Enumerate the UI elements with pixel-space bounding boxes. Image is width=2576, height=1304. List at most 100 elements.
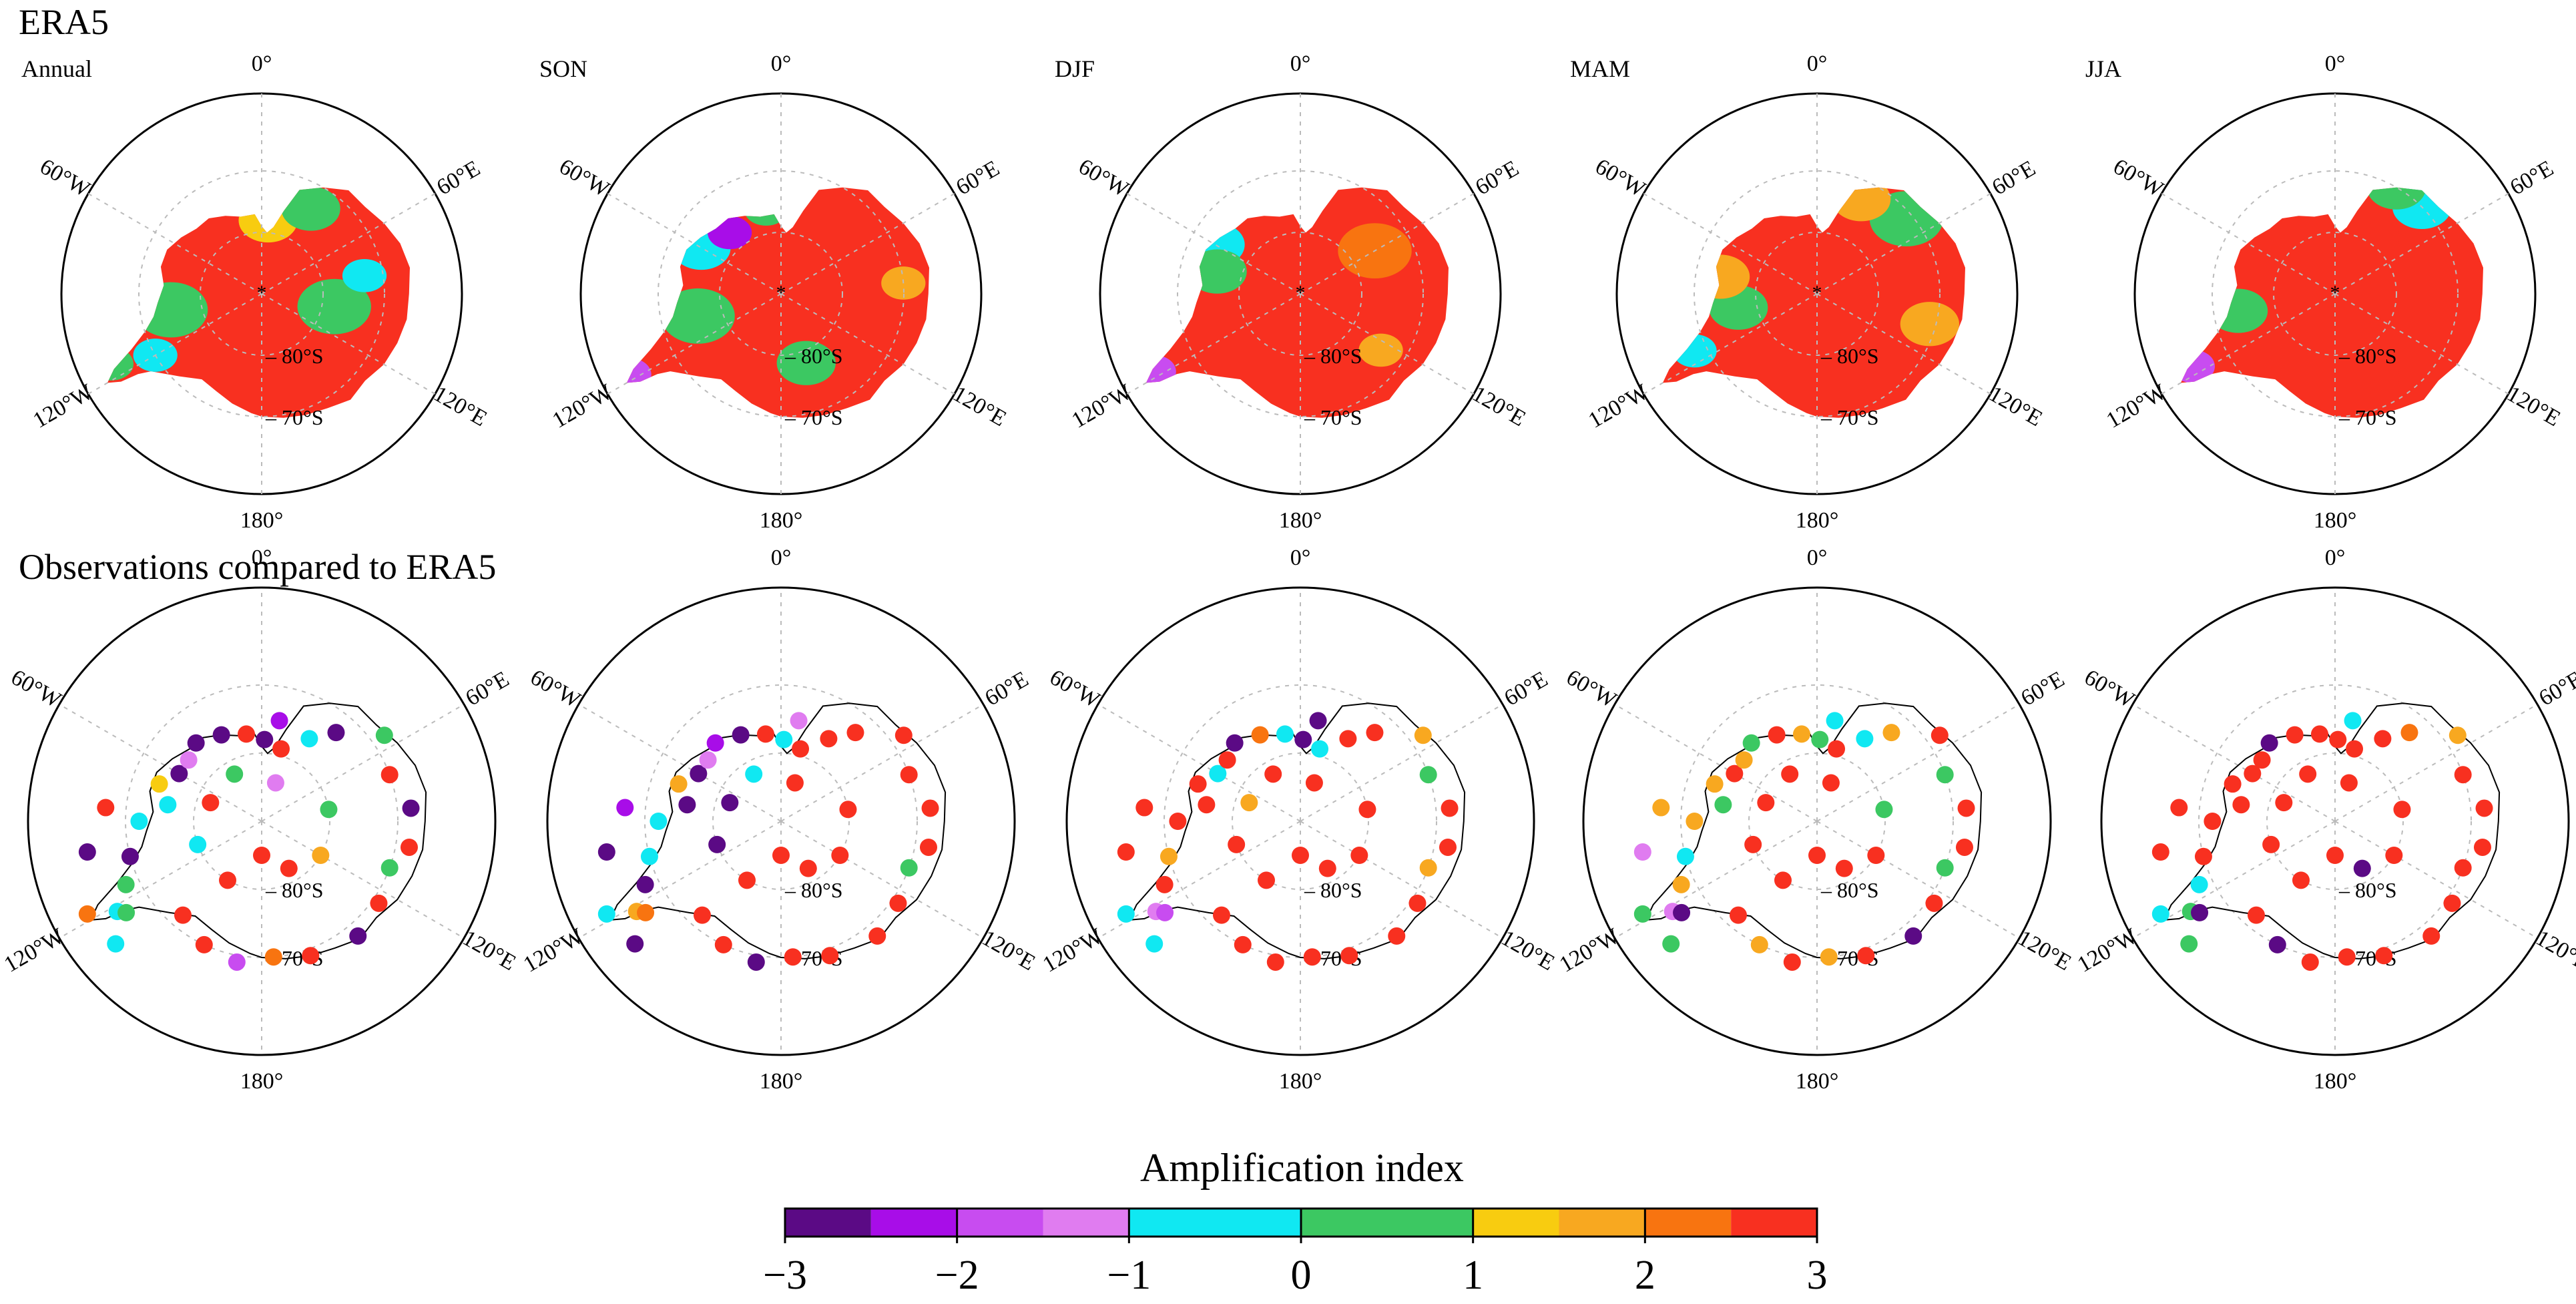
obs-son-station-dot [706,734,724,752]
obs-djf-station-dot [1294,730,1312,748]
obs-jja-station-dot [2375,947,2393,965]
obs-son-map-boundary [546,586,1016,1056]
season-label-djf: DJF [1055,55,1095,82]
obs-jja-lat-circle [2198,684,2472,958]
obs-son-station-dot [597,843,615,861]
era5-son-lat-circle [658,170,905,417]
obs-jja-station-dot [2400,724,2418,742]
obs-annual-station-dot [174,906,192,924]
obs-annual-station-dot [402,799,420,817]
era5-mam-continent-fill [1662,187,1965,418]
obs-annual-station-dot [380,766,399,784]
obs-annual-lon-label: 0° [252,546,272,570]
obs-annual-station-dot [150,775,168,793]
obs-djf-station-dot [1419,766,1437,784]
obs-mam-station-dot [1714,796,1732,814]
obs-son-station-dot [745,765,763,783]
obs-djf-station-dot [1117,905,1135,923]
obs-djf-station-dot [1228,835,1246,853]
obs-son-station-dot [792,740,810,758]
obs-annual-station-dot [264,948,282,966]
obs-djf-station-dot [1156,903,1174,921]
obs-djf-station-dot [1366,724,1384,742]
era5-annual-lat-circle [138,170,385,417]
obs-mam-station-dot [1936,859,1954,877]
era5-mam-lat-label: – 70°S [1820,405,1879,429]
obs-jja-station-dot [2191,903,2209,921]
obs-djf-station-dot [1305,774,1323,792]
obs-djf-station-dot [1419,859,1437,877]
obs-annual-station-dot [270,712,288,730]
obs-jja-station-dot [2326,847,2344,864]
obs-mam-station-dot [1882,724,1900,742]
colorbar-title: Amplification index [1140,1146,1464,1190]
obs-djf-lon-label: 0° [1290,546,1311,570]
obs-jja-station-dot [2344,712,2362,730]
obs-annual-station-dot [226,765,244,783]
obs-annual-station-dot [130,813,148,830]
era5-mam-lon-label: 180° [1796,508,1839,533]
obs-jja-station-dot [2204,813,2222,830]
obs-annual-station-dot [78,905,96,923]
obs-mam-station-dot [1955,838,1973,856]
obs-djf-station-dot [1198,796,1216,814]
obs-jja-station-dot [2301,953,2319,971]
obs-djf-station-dot [1414,726,1432,744]
obs-jja-meridian [2334,704,2538,822]
obs-mam-map-boundary [1582,586,2052,1056]
obs-annual-station-dot [180,751,198,769]
era5-jja-lat-circle [2273,232,2397,356]
obs-mam-station-dot [1936,766,1954,784]
era5-jja-lat-label: – 70°S [2338,405,2397,429]
obs-son-station-dot [846,724,864,742]
obs-mam-station-dot [1783,953,1801,971]
obs-mam-station-dot [1957,799,1975,817]
obs-annual-station-dot [121,847,139,865]
obs-annual-station-dot [380,859,399,877]
obs-annual-station-dot [212,726,230,744]
obs-annual-lon-label: 180° [240,1069,284,1094]
obs-mam-station-dot [1875,801,1893,819]
obs-djf-station-dot [1251,726,1269,744]
obs-jja-lon-label: 0° [2325,546,2346,570]
obs-jja-station-dot [2449,726,2467,744]
obs-mam-meridian [1614,821,1818,939]
obs-son-station-dot [636,875,654,893]
obs-mam-station-dot [1729,906,1747,924]
obs-son-station-dot [670,775,688,793]
obs-annual-station-dot [78,843,96,861]
obs-mam-station-dot [1828,740,1846,758]
obs-mam-station-dot [1686,813,1704,830]
obs-jja-station-dot [2151,905,2169,923]
era5-annual-continent-fill [107,187,410,418]
obs-mam-station-dot [1925,894,1943,912]
obs-annual-station-dot [312,847,330,864]
obs-son-station-dot [921,799,939,817]
era5-annual-lat-circle [200,232,324,356]
obs-mam-station-dot [1857,947,1875,965]
era5-son-anomaly-region [776,341,836,385]
era5-djf-pole-star: * [1296,282,1306,304]
obs-djf-station-dot [1266,953,1284,971]
obs-son-station-dot [678,796,696,814]
obs-son-station-dot [721,794,739,812]
obs-djf-meridian [1300,821,1503,939]
obs-annual-station-dot [256,730,274,748]
obs-jja-station-dot [2385,847,2403,864]
era5-annual-lon-label: 180° [240,508,284,533]
era5-mam-pole-star: * [1812,282,1822,304]
obs-mam-meridian [1614,704,1818,822]
obs-jja-station-dot [2329,730,2347,748]
era5-djf-lat-label: – 70°S [1304,405,1362,429]
obs-jja-station-dot [2253,751,2271,769]
obs-mam-station-dot [1757,794,1775,812]
obs-mam-station-dot [1792,725,1810,743]
obs-jja-map-boundary [2100,586,2570,1056]
obs-mam-station-dot [1811,730,1829,748]
obs-annual-station-dot [159,796,177,814]
obs-jja-station-dot [2232,796,2250,814]
obs-son-lat-label: – 80°S [784,878,843,902]
obs-son-lon-label: 0° [771,546,792,570]
